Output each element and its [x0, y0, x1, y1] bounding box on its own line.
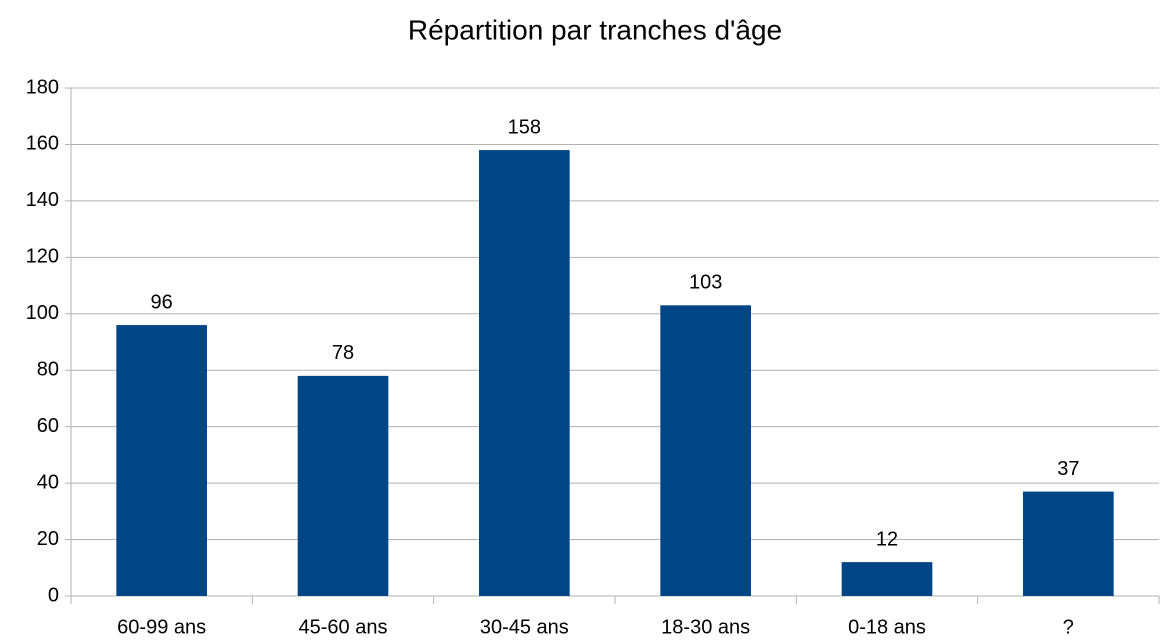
y-tick-label: 140: [26, 189, 59, 211]
bar: [297, 375, 389, 596]
y-tick-label: 80: [37, 359, 59, 381]
x-tick-label: 18-30 ans: [661, 616, 750, 638]
bar: [116, 325, 207, 596]
x-tick-label: 0-18 ans: [848, 616, 926, 638]
bar: [660, 305, 751, 596]
x-tick-label: ?: [1063, 616, 1074, 638]
bar: [479, 150, 570, 597]
bar: [1023, 491, 1114, 596]
y-tick-label: 160: [26, 133, 59, 155]
y-tick-label: 0: [48, 584, 59, 606]
data-label: 37: [1057, 458, 1079, 480]
y-tick-label: 100: [26, 302, 59, 324]
data-label: 12: [876, 528, 898, 550]
y-tick-label: 40: [37, 471, 59, 493]
y-tick-label: 60: [37, 415, 59, 437]
bar: [841, 562, 933, 596]
data-label: 96: [151, 291, 173, 313]
y-tick-label: 120: [26, 246, 59, 268]
y-tick-label: 20: [37, 528, 59, 550]
data-label: 103: [689, 272, 722, 294]
x-tick-label: 30-45 ans: [480, 616, 569, 638]
data-label: 158: [508, 116, 541, 138]
x-tick-label: 60-99 ans: [117, 616, 206, 638]
chart-title: Répartition par tranches d'âge: [408, 14, 782, 45]
data-label: 78: [332, 342, 354, 364]
x-tick-label: 45-60 ans: [299, 616, 388, 638]
y-tick-label: 180: [26, 76, 59, 98]
